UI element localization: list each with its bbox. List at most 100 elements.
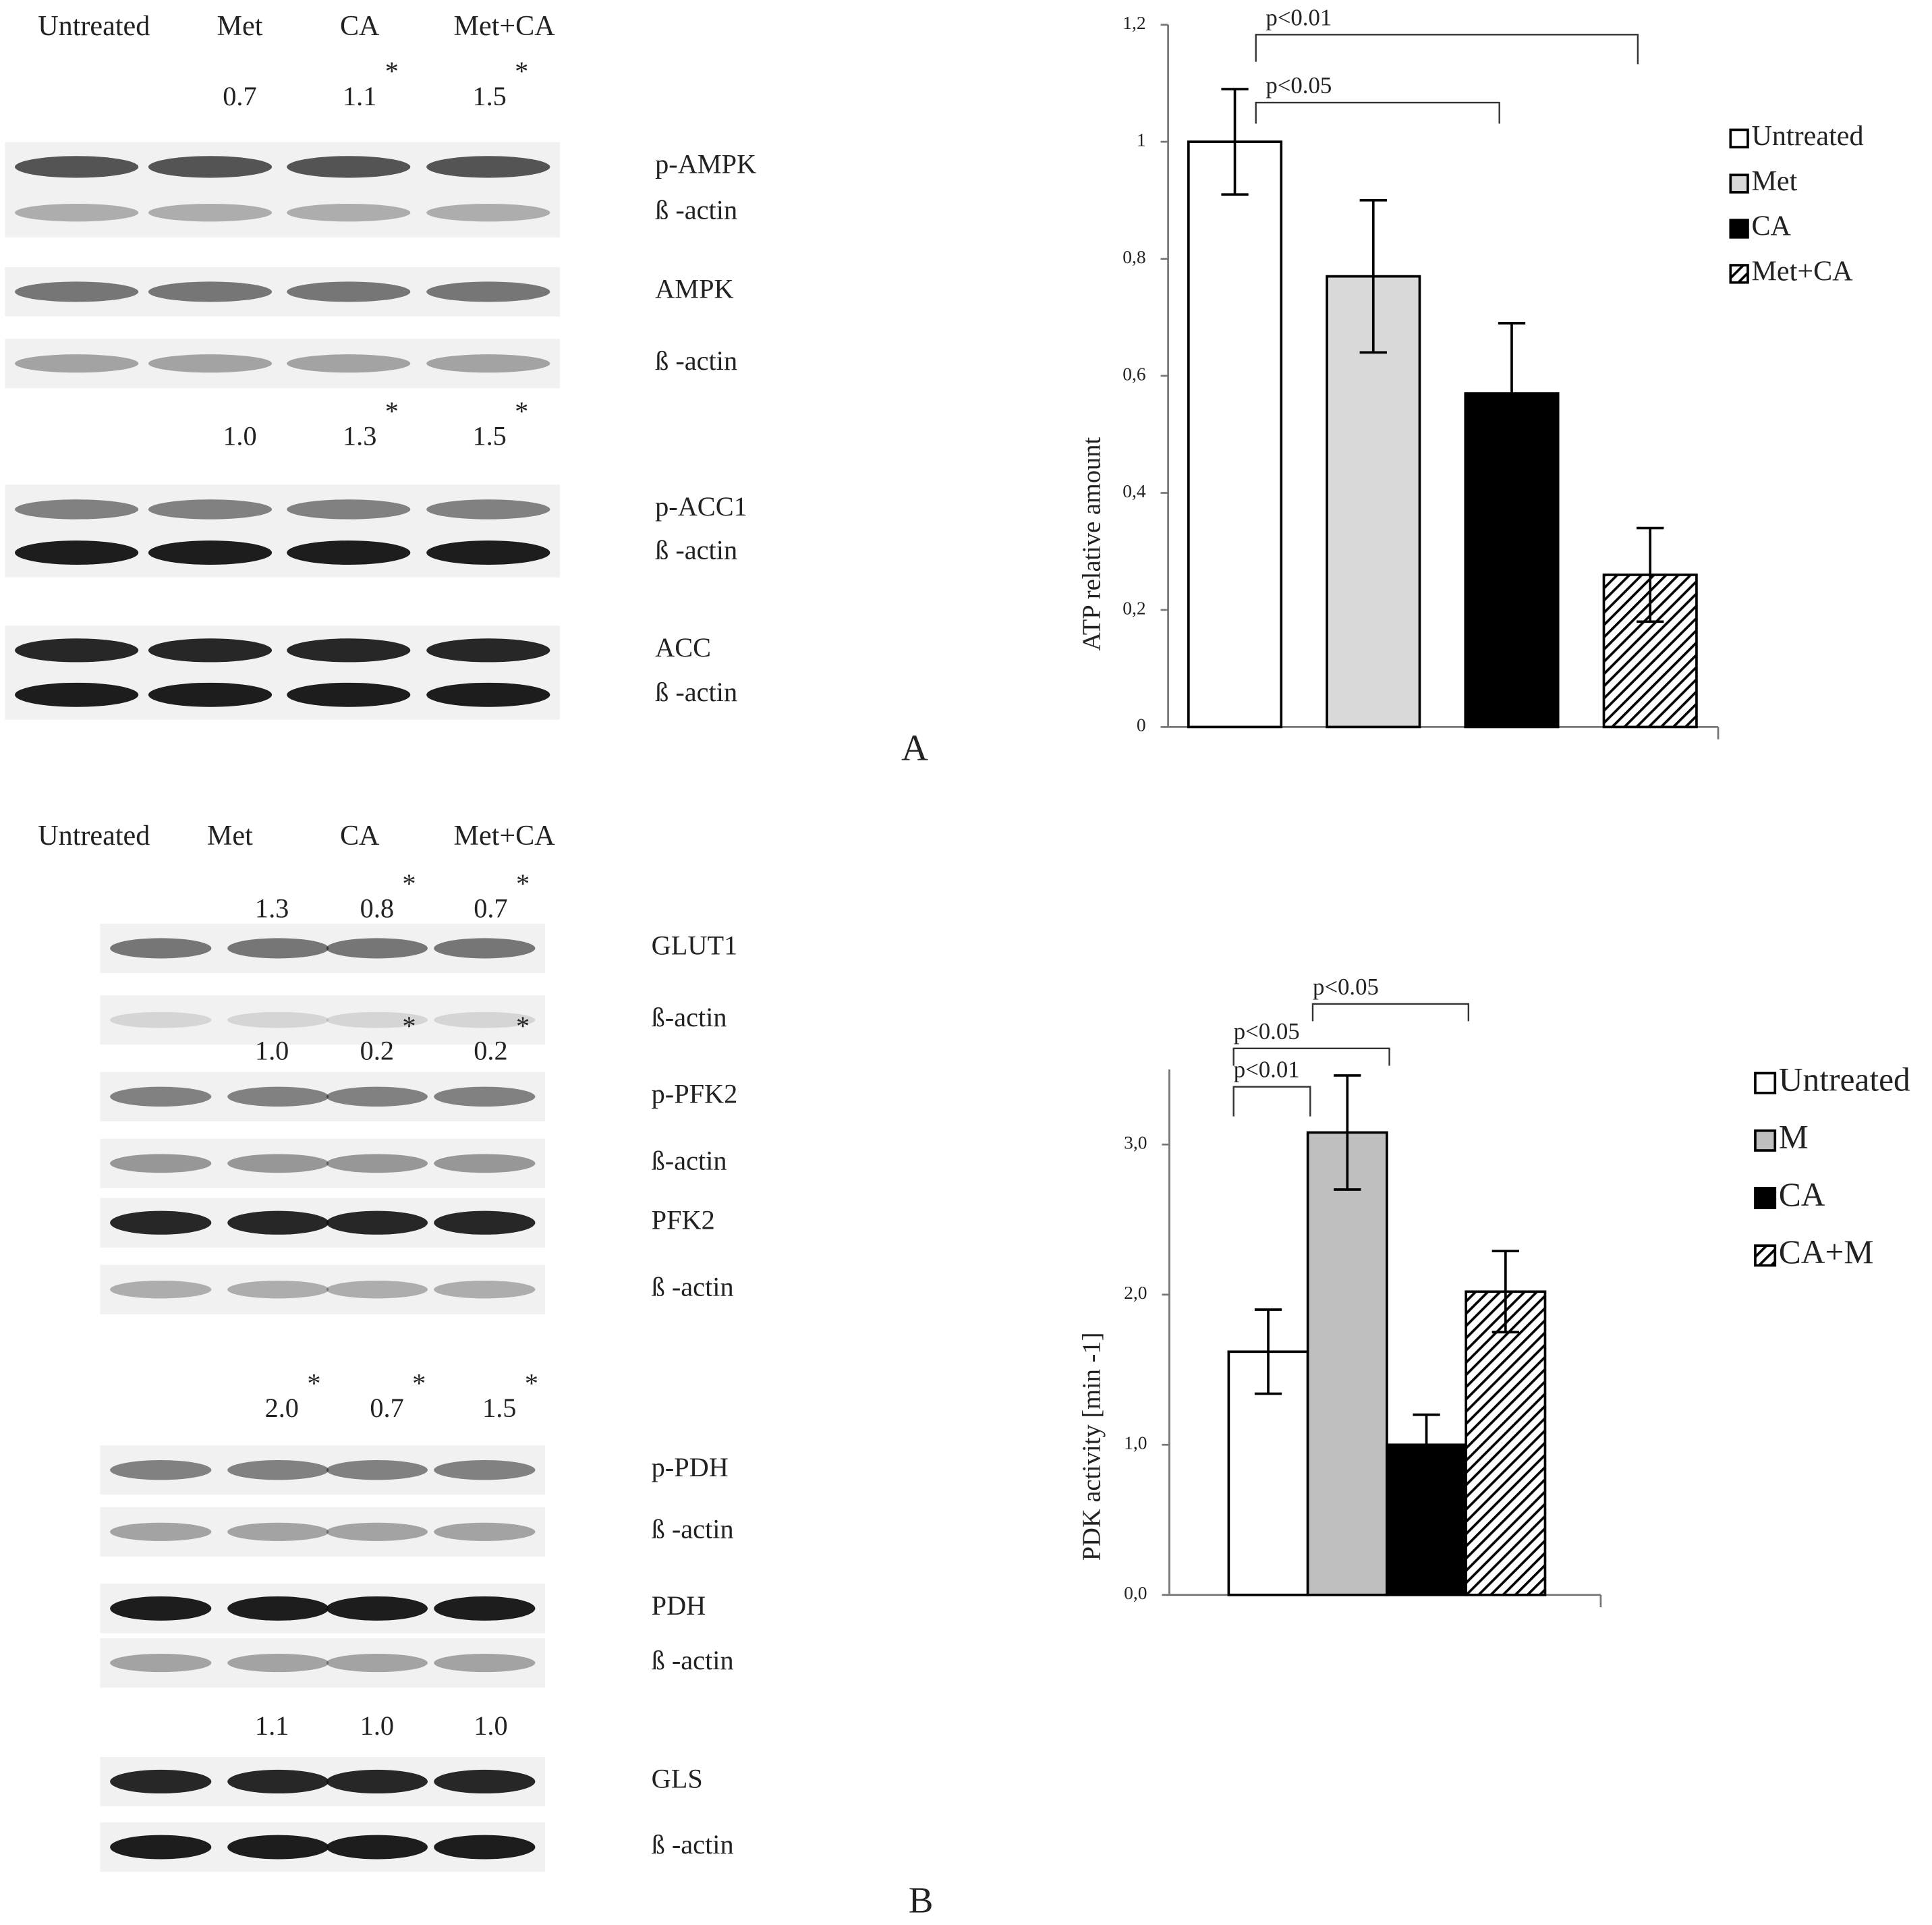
blot-band (426, 499, 550, 520)
bar (1306, 1131, 1388, 1596)
y-tick-label: 0,4 (1123, 481, 1146, 501)
legend-swatch (1754, 1187, 1777, 1210)
blot-band (148, 682, 273, 707)
quant-value: 1.0 (255, 1035, 289, 1065)
lane-label: Met (207, 820, 253, 852)
blot-band (110, 1596, 212, 1621)
band-label: ß -actin (655, 534, 737, 565)
significance-star: * (516, 868, 530, 899)
legend-label: Untreated (1779, 1061, 1910, 1098)
significance-star: * (412, 1368, 426, 1398)
bar (1465, 1290, 1547, 1596)
significance-star: * (402, 1011, 416, 1041)
blot-background (5, 188, 561, 238)
significance-label: p<0.05 (1266, 72, 1332, 99)
quant-value: 1.3 (255, 893, 289, 924)
blot-band (227, 1011, 329, 1028)
blot-band (326, 1769, 428, 1794)
y-tick-label: 0,0 (1124, 1583, 1147, 1603)
blot-band (426, 281, 550, 302)
y-tick-label: 1,2 (1123, 13, 1145, 33)
quant-value: 1.5 (472, 421, 506, 451)
legend-label: CA (1751, 211, 1791, 242)
blot-band (287, 354, 411, 373)
legend-label: Untreated (1751, 120, 1863, 152)
blot-band (14, 354, 139, 373)
quant-value: 0.2 (474, 1035, 507, 1065)
legend-label: M (1779, 1119, 1809, 1156)
significance-bracket (1232, 1086, 1311, 1117)
blot-band (434, 938, 536, 959)
blot-band (227, 1280, 329, 1299)
blot-band (148, 638, 273, 663)
legend-label: CA+M (1779, 1233, 1874, 1271)
quant-value: 0.2 (360, 1035, 394, 1065)
legend-swatch (1729, 128, 1749, 148)
band-label: p-ACC1 (655, 491, 747, 522)
blot-band (426, 354, 550, 373)
legend-swatch (1729, 219, 1749, 239)
legend-label: Met+CA (1751, 256, 1853, 287)
error-bar (1413, 1413, 1440, 1476)
blot-band (287, 540, 411, 565)
significance-label: p<0.01 (1266, 4, 1332, 30)
error-bar (1334, 1074, 1361, 1191)
band-label: GLUT1 (652, 930, 738, 961)
blot-band (434, 1154, 536, 1173)
legend-label: CA (1779, 1176, 1825, 1213)
lane-label: CA (340, 10, 380, 42)
panel-label: A (901, 727, 928, 769)
band-label: ACC (655, 632, 711, 663)
band-label: ß-actin (652, 1002, 727, 1032)
blot-band (14, 281, 139, 302)
blot-band (326, 938, 428, 959)
blot-band (326, 1522, 428, 1541)
error-bar (1491, 1250, 1519, 1334)
blot-band (434, 1210, 536, 1235)
quant-value: 0.7 (223, 81, 256, 111)
quant-value: 1.5 (482, 1393, 516, 1423)
blot-band (148, 499, 273, 520)
y-tick-label: 1,0 (1124, 1433, 1147, 1453)
blot-band (434, 1835, 536, 1860)
blot-background (100, 1138, 546, 1188)
blot-band (434, 1596, 536, 1621)
blot-band (14, 156, 139, 178)
blot-band (148, 281, 273, 302)
lane-label: CA (340, 820, 380, 852)
band-label: p-AMPK (655, 149, 756, 179)
blot-band (287, 499, 411, 520)
bar (1187, 140, 1283, 729)
error-bar (1637, 526, 1664, 623)
error-bar (1498, 322, 1526, 465)
y-tick-label: 2,0 (1124, 1283, 1147, 1303)
blot-background (100, 1264, 546, 1314)
blot-band (110, 1011, 212, 1028)
quant-value: 1.1 (255, 1710, 289, 1741)
blot-band (110, 1086, 212, 1107)
blot-band (287, 156, 411, 178)
quant-value: 2.0 (265, 1393, 299, 1423)
y-tick-label: 0,6 (1123, 364, 1145, 384)
quant-value: 1.5 (472, 81, 506, 111)
band-label: ß-actin (652, 1146, 727, 1176)
quant-value: 1.3 (343, 421, 376, 451)
y-tick-label: 1 (1137, 130, 1146, 150)
significance-star: * (402, 868, 416, 899)
blot-band (110, 1522, 212, 1541)
blot-band (14, 638, 139, 663)
band-label: GLS (652, 1764, 703, 1794)
blot-band (148, 156, 273, 178)
significance-star: * (525, 1368, 538, 1398)
significance-star: * (385, 396, 399, 426)
blot-band (434, 1460, 536, 1480)
blot-band (434, 1522, 536, 1541)
significance-bracket (1255, 101, 1500, 124)
significance-star: * (515, 56, 528, 86)
significance-bracket (1232, 1047, 1390, 1066)
blot-band (14, 540, 139, 565)
band-label: AMPK (655, 274, 733, 304)
legend-swatch (1754, 1129, 1777, 1152)
quant-value: 0.8 (360, 893, 394, 924)
